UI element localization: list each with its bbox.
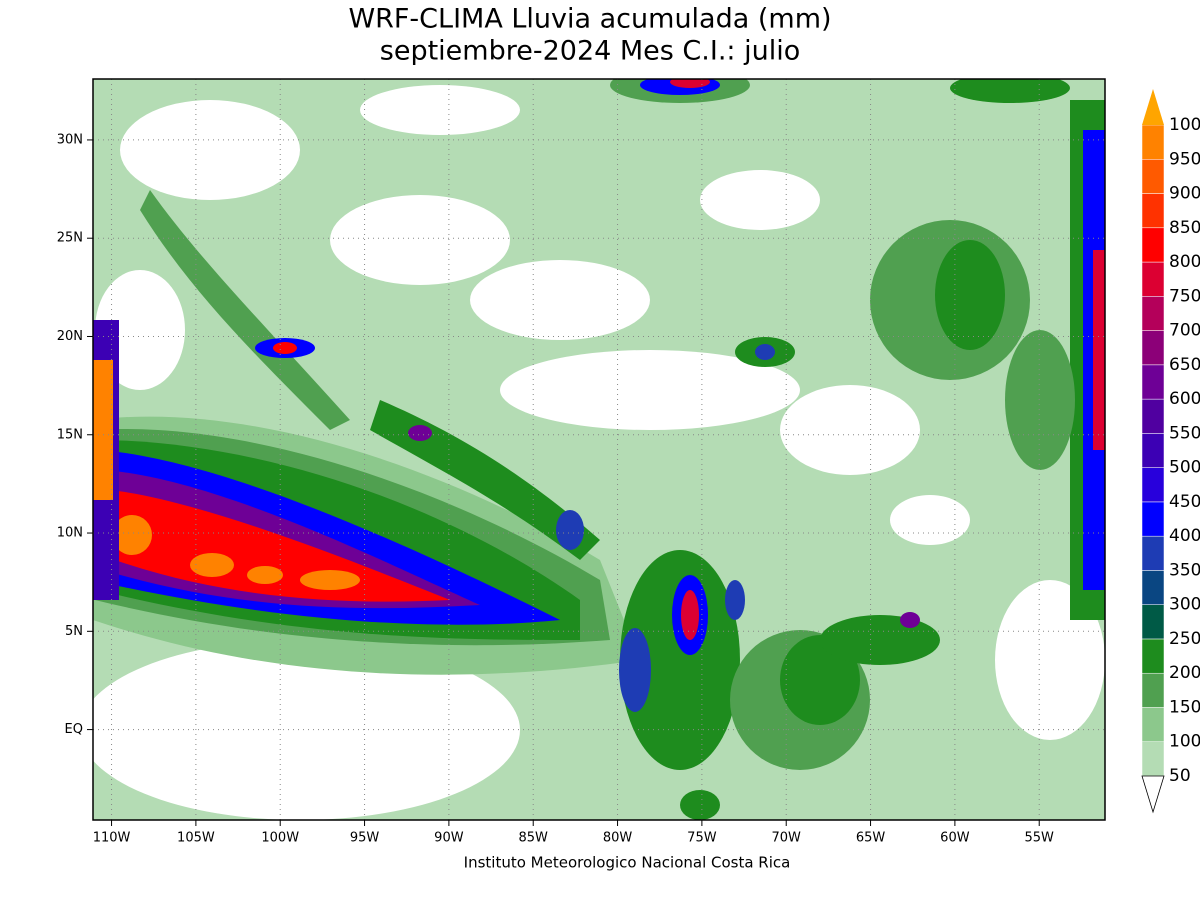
colorbar-box [1141, 467, 1165, 503]
y-tick-label: EQ [65, 722, 83, 737]
colorbar-box [1141, 433, 1165, 468]
colorbar-label: 50 [1169, 766, 1191, 786]
colorbar-label: 450 [1169, 492, 1200, 512]
colorbar-box [1141, 159, 1165, 194]
colorbar-box [1141, 261, 1165, 297]
colorbar-box [1141, 741, 1165, 777]
colorbar-label: 100 [1169, 115, 1200, 135]
colorbar-label: 750 [1169, 286, 1200, 306]
colorbar-label: 400 [1169, 526, 1200, 546]
x-tick-label: 95W [350, 831, 380, 846]
map-frame [92, 78, 1106, 821]
colorbar-label: 350 [1169, 560, 1200, 580]
title: WRF-CLIMA Lluvia acumulada (mm) [348, 4, 831, 35]
y-tick-label: 25N [57, 231, 83, 246]
colorbar-label: 100 [1169, 732, 1200, 752]
colorbar-box [1141, 398, 1165, 434]
x-tick-label: 85W [519, 831, 549, 846]
colorbar-label: 500 [1169, 458, 1200, 478]
colorbar-label: 700 [1169, 321, 1200, 341]
colorbar-label: 650 [1169, 355, 1200, 375]
colorbar-box [1141, 193, 1165, 229]
colorbar-box [1141, 501, 1165, 537]
colorbar-box [1141, 535, 1165, 571]
colorbar-box [1141, 124, 1165, 160]
colorbar-over [1142, 89, 1164, 125]
colorbar-label: 900 [1169, 184, 1200, 204]
x-tick-label: 75W [687, 831, 717, 846]
x-tick-label: 90W [434, 831, 464, 846]
colorbar-box [1141, 364, 1165, 400]
x-tick-label: 110W [93, 831, 131, 846]
rain-field [93, 79, 1105, 820]
y-tick-label: 5N [65, 624, 83, 639]
credit: Instituto Meteorologico Nacional Costa R… [464, 854, 791, 872]
y-tick-label: 15N [57, 427, 83, 442]
colorbar-label: 800 [1169, 252, 1200, 272]
colorbar-under [1141, 775, 1165, 814]
subtitle: septiembre-2024 Mes C.I.: julio [380, 36, 800, 67]
colorbar-label: 550 [1169, 423, 1200, 443]
x-tick-label: 60W [940, 831, 970, 846]
colorbar-box [1141, 330, 1165, 366]
colorbar-box [1141, 707, 1165, 742]
x-tick-label: 80W [603, 831, 633, 846]
colorbar-label: 200 [1169, 663, 1200, 683]
colorbar-box [1141, 672, 1165, 708]
colorbar-box [1141, 604, 1165, 640]
colorbar-label: 300 [1169, 595, 1200, 615]
colorbar-box [1141, 570, 1165, 605]
x-tick-label: 65W [856, 831, 886, 846]
colorbar-label: 850 [1169, 218, 1200, 238]
y-tick-label: 20N [57, 329, 83, 344]
colorbar-label: 150 [1169, 697, 1200, 717]
y-tick-label: 30N [57, 132, 83, 147]
x-tick-label: 100W [261, 831, 299, 846]
x-tick-label: 55W [1025, 831, 1055, 846]
colorbar-label: 250 [1169, 629, 1200, 649]
colorbar-box [1141, 296, 1165, 331]
y-tick-label: 10N [57, 526, 83, 541]
colorbar-label: 950 [1169, 149, 1200, 169]
colorbar-label: 600 [1169, 389, 1200, 409]
colorbar-box [1141, 227, 1165, 263]
colorbar-box [1141, 638, 1165, 674]
x-tick-label: 105W [177, 831, 215, 846]
x-tick-label: 70W [772, 831, 802, 846]
grid [93, 79, 1105, 820]
